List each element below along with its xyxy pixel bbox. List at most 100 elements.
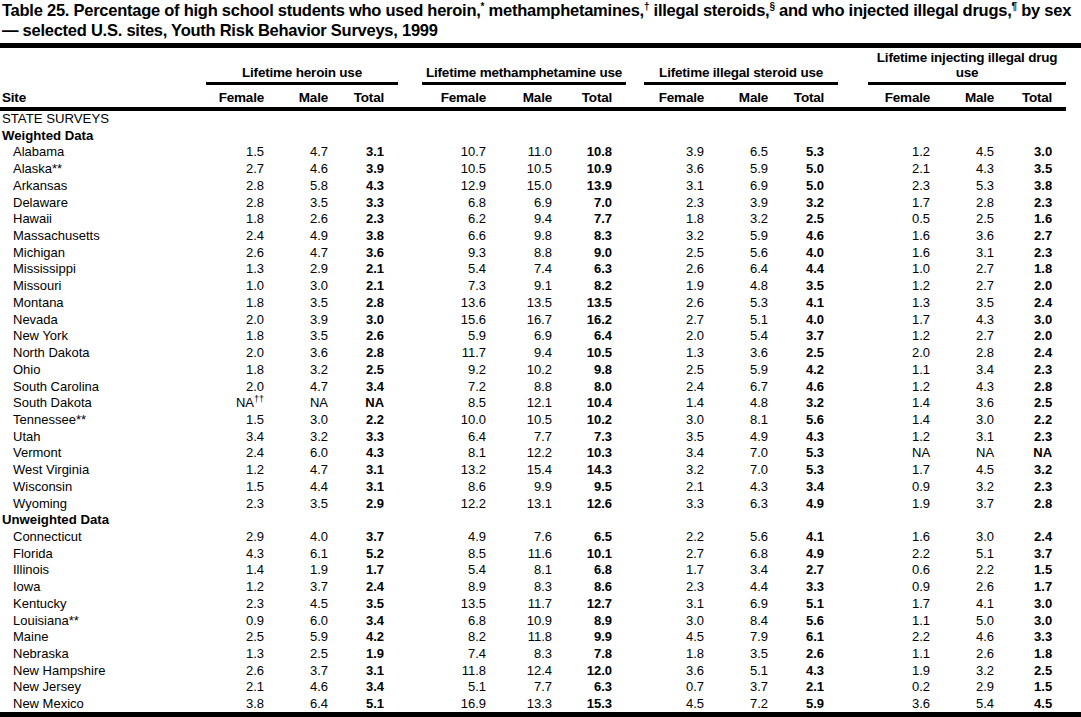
value-cell: 8.1 — [718, 412, 782, 429]
spacer-cell — [398, 228, 422, 245]
spacer-cell — [626, 178, 644, 195]
value-cell: 8.0 — [566, 379, 626, 396]
value-cell: 1.3 — [868, 295, 944, 312]
value-cell: 1.8 — [206, 211, 278, 228]
value-cell: 6.2 — [422, 211, 500, 228]
value-cell: 2.2 — [944, 562, 1008, 579]
site-cell: Utah — [0, 429, 206, 446]
value-cell: 6.9 — [718, 596, 782, 613]
value-cell: 1.3 — [206, 646, 278, 663]
site-cell: South Dakota — [0, 395, 206, 412]
value-cell: 3.3 — [342, 429, 398, 446]
value-cell: 2.0 — [206, 345, 278, 362]
value-cell: 2.8 — [944, 345, 1008, 362]
value-cell: 3.2 — [644, 228, 718, 245]
spacer-cell — [838, 211, 868, 228]
value-cell: 7.9 — [718, 629, 782, 646]
table-row: West Virginia1.24.73.113.215.414.33.27.0… — [0, 462, 1066, 479]
site-cell: Ohio — [0, 362, 206, 379]
value-cell: 5.9 — [718, 228, 782, 245]
value-cell: 3.0 — [1008, 613, 1066, 630]
value-cell: 6.4 — [422, 429, 500, 446]
spacer-cell — [838, 362, 868, 379]
spacer-cell — [626, 211, 644, 228]
value-cell: 2.2 — [644, 529, 718, 546]
value-cell: 1.0 — [206, 278, 278, 295]
group-spacer — [398, 50, 422, 84]
value-cell: 2.8 — [342, 345, 398, 362]
value-cell: 3.5 — [278, 295, 342, 312]
table-row: Wyoming2.33.52.912.213.112.63.36.34.91.9… — [0, 496, 1066, 513]
value-cell: 2.8 — [1008, 379, 1066, 396]
value-cell: 1.7 — [868, 462, 944, 479]
value-cell: 4.3 — [342, 178, 398, 195]
site-cell: Wisconsin — [0, 479, 206, 496]
value-cell: 2.9 — [206, 529, 278, 546]
value-cell: 3.4 — [644, 445, 718, 462]
steroid-total-header: Total — [782, 84, 838, 110]
site-group-spacer — [0, 50, 206, 84]
table-row: Wisconsin1.54.43.18.69.99.52.14.33.40.93… — [0, 479, 1066, 496]
spacer-cell — [838, 429, 868, 446]
value-cell: 2.5 — [342, 362, 398, 379]
value-cell: 8.2 — [422, 629, 500, 646]
value-cell: 0.6 — [868, 562, 944, 579]
value-cell: 8.8 — [500, 379, 566, 396]
spacer-cell — [398, 312, 422, 329]
value-cell: 5.2 — [342, 546, 398, 563]
spacer-cell — [838, 245, 868, 262]
value-cell: 4.0 — [278, 529, 342, 546]
spacer-cell — [398, 412, 422, 429]
spacer-cell — [626, 529, 644, 546]
value-cell: 10.5 — [422, 161, 500, 178]
value-cell: 3.4 — [944, 362, 1008, 379]
value-cell: 4.1 — [782, 529, 838, 546]
value-cell: 5.6 — [782, 412, 838, 429]
value-cell: 5.9 — [782, 696, 838, 713]
table-row: Hawaii1.82.62.36.29.47.71.83.22.50.52.51… — [0, 211, 1066, 228]
value-cell: 1.2 — [868, 429, 944, 446]
spacer-cell — [626, 395, 644, 412]
spacer-cell — [626, 679, 644, 696]
value-cell: 2.6 — [644, 261, 718, 278]
site-cell: Illinois — [0, 562, 206, 579]
value-cell: 5.8 — [278, 178, 342, 195]
site-cell: Alabama — [0, 144, 206, 161]
value-cell: 3.7 — [718, 679, 782, 696]
spacer-cell — [838, 613, 868, 630]
spacer-cell — [398, 579, 422, 596]
value-cell: 2.3 — [1008, 479, 1066, 496]
value-cell: 2.3 — [644, 195, 718, 212]
site-cell: Montana — [0, 295, 206, 312]
value-cell: 2.1 — [342, 278, 398, 295]
spacer-cell — [838, 445, 868, 462]
value-cell: 2.4 — [1008, 345, 1066, 362]
value-cell: 2.7 — [944, 328, 1008, 345]
spacer-cell — [838, 312, 868, 329]
table-row: Missouri1.03.02.17.39.18.21.94.83.51.22.… — [0, 278, 1066, 295]
value-cell: 1.0 — [868, 261, 944, 278]
value-cell: 1.2 — [868, 278, 944, 295]
value-cell: 1.9 — [644, 278, 718, 295]
spacer-cell — [626, 312, 644, 329]
value-cell: 2.6 — [206, 245, 278, 262]
value-cell: 10.2 — [566, 412, 626, 429]
value-cell: 2.6 — [944, 646, 1008, 663]
value-cell: 1.9 — [342, 646, 398, 663]
table-row: Utah3.43.23.36.47.77.33.54.94.31.23.12.3 — [0, 429, 1066, 446]
site-cell: Connecticut — [0, 529, 206, 546]
spacer-cell — [626, 295, 644, 312]
value-cell: 1.6 — [868, 245, 944, 262]
value-cell: 1.7 — [1008, 579, 1066, 596]
site-cell: Alaska** — [0, 161, 206, 178]
value-cell: 13.6 — [422, 295, 500, 312]
value-cell: 4.9 — [782, 546, 838, 563]
spacer-cell — [626, 379, 644, 396]
value-cell: 11.8 — [422, 663, 500, 680]
spacer-cell — [838, 679, 868, 696]
value-cell: 1.2 — [206, 462, 278, 479]
spacer-cell — [838, 579, 868, 596]
value-cell: 6.8 — [422, 195, 500, 212]
value-cell: 2.4 — [342, 579, 398, 596]
spacer-cell — [626, 663, 644, 680]
